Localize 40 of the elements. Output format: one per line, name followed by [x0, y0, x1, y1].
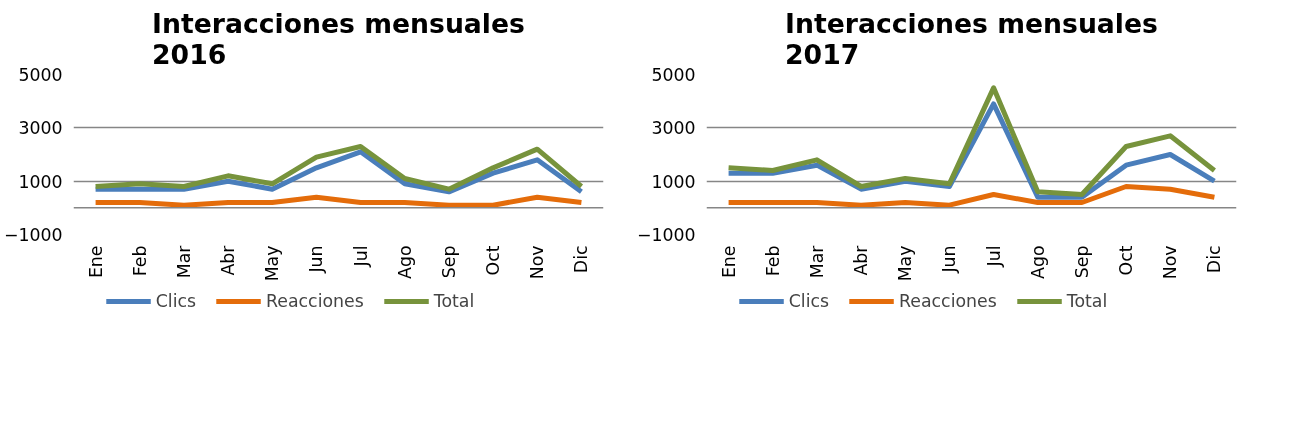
y-tick-label: 1000 [651, 171, 696, 192]
y-tick-label: 5000 [651, 65, 696, 85]
x-tick-label: Nov [527, 245, 548, 280]
chart-title: Interacciones mensuales 2017 [785, 7, 1158, 70]
legend-label: Reacciones [266, 291, 364, 311]
legend-label: Total [1066, 291, 1108, 311]
x-tick-label: Ago [394, 245, 415, 279]
legend-label: Reacciones [899, 291, 997, 311]
x-tick-label: Jul [983, 245, 1004, 268]
x-tick-label: Jun [939, 245, 960, 274]
legend-label: Clics [155, 291, 197, 311]
x-tick-label: Sep [438, 245, 459, 279]
x-tick-label: Mar [806, 244, 827, 279]
x-tick-label: Ene [718, 245, 739, 279]
x-tick-label: Oct [483, 245, 504, 276]
x-tick-label: Ago [1027, 245, 1048, 279]
x-tick-label: Dic [571, 245, 592, 274]
x-tick-label: Feb [762, 245, 783, 277]
x-tick-label: Jun [306, 245, 327, 274]
x-tick-label: Mar [173, 244, 194, 279]
chart-title: Interacciones mensuales 2016 [152, 7, 525, 70]
legend-label: Clics [788, 291, 830, 311]
legend-label: Total [433, 291, 475, 311]
x-tick-label: May [895, 245, 916, 282]
x-tick-label: Abr [851, 244, 872, 276]
y-tick-label: 1000 [18, 171, 63, 192]
x-tick-label: Abr [218, 244, 239, 276]
y-tick-label: 3000 [651, 118, 696, 139]
x-tick-label: Dic [1204, 245, 1225, 274]
y-tick-label: −1000 [3, 225, 63, 245]
x-tick-label: Ene [85, 245, 106, 279]
y-tick-label: −1000 [636, 225, 696, 245]
x-tick-label: Nov [1160, 245, 1181, 280]
y-tick-label: 5000 [18, 65, 63, 85]
x-tick-label: May [262, 245, 283, 282]
x-tick-label: Jul [350, 245, 371, 268]
x-tick-label: Feb [129, 245, 150, 277]
x-tick-label: Sep [1071, 245, 1092, 279]
x-tick-label: Oct [1116, 245, 1137, 276]
y-tick-label: 3000 [18, 118, 63, 139]
